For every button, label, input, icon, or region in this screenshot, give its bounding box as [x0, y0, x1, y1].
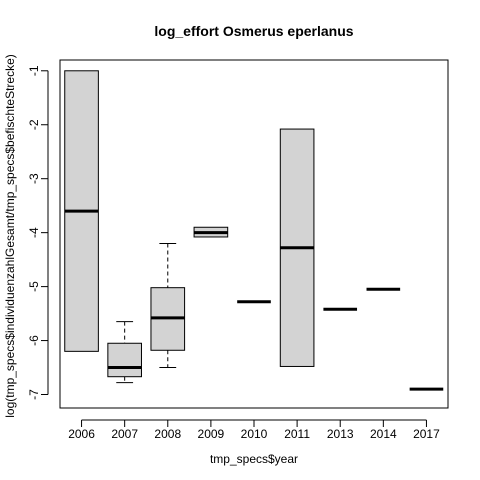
x-tick-label: 2017: [413, 427, 440, 441]
box-2011: [279, 128, 315, 367]
x-tick-label: 2008: [154, 427, 181, 441]
box-2007: [107, 321, 142, 384]
x-tick-label: 2014: [370, 427, 397, 441]
x-tick-label: 2010: [241, 427, 268, 441]
x-tick-label: 2006: [68, 427, 95, 441]
box-2009: [193, 226, 229, 238]
y-tick-label: -2: [27, 119, 41, 130]
y-axis: -1 -2 -3 -4 -5 -6 -7: [27, 65, 49, 400]
x-tick-label: 2011: [284, 427, 310, 441]
x-tick-label: 2009: [198, 427, 225, 441]
y-tick-label: -7: [27, 389, 41, 400]
x-tick-label: 2013: [327, 427, 354, 441]
box-2006: [64, 70, 99, 352]
chart-title: log_effort Osmerus eperlanus: [154, 23, 353, 39]
x-tick-label: 2007: [111, 427, 138, 441]
plot-frame: [59, 59, 449, 409]
y-tick-label: -5: [27, 281, 41, 292]
box-body: [107, 342, 142, 378]
y-axis-label: log(tmp_specs$individuenzahlGesamt/tmp_s…: [3, 54, 17, 418]
y-tick-label: -4: [27, 227, 41, 238]
y-tick-label: -1: [27, 65, 41, 76]
x-axis: 2006 2007 2008 2009 2010 2011 2013 2014 2017: [68, 419, 440, 441]
box-series: [64, 70, 444, 391]
y-tick-label: -6: [27, 335, 41, 346]
box-2008: [150, 242, 186, 369]
x-axis-label: tmp_specs$year: [210, 452, 298, 466]
y-tick-label: -3: [27, 173, 41, 184]
